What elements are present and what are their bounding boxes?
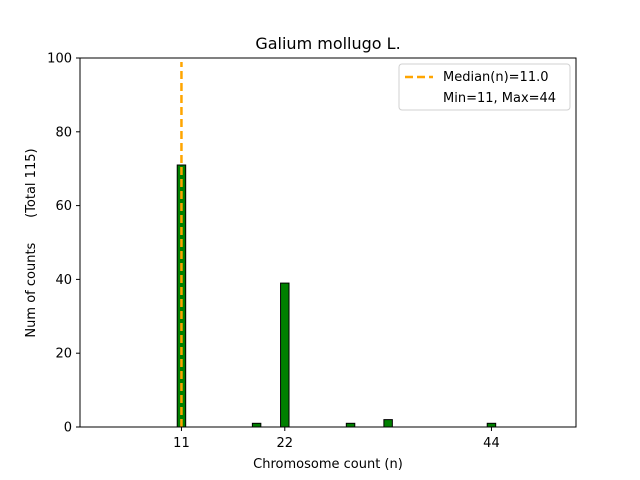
- x-axis-label: Chromosome count (n): [253, 457, 403, 472]
- y-tick-label: 60: [55, 199, 72, 214]
- x-tick-label: 11: [173, 436, 190, 451]
- plot-area: 0 20 40 60 80 100 11 22 44: [47, 52, 577, 451]
- y-tick-label: 40: [55, 273, 72, 288]
- legend-entry: Min=11, Max=44: [443, 91, 556, 106]
- plot-frame: [79, 57, 577, 428]
- x-tick-label: 44: [483, 436, 500, 451]
- bar-19: [251, 422, 262, 428]
- y-tick-label: 0: [64, 421, 72, 436]
- bar-44: [486, 422, 497, 428]
- legend-box: [398, 63, 571, 111]
- legend-entry: Median(n)=11.0: [443, 70, 549, 85]
- bar-33: [383, 419, 393, 428]
- y-axis-label: Num of counts (Total 115): [24, 148, 39, 337]
- y-tick-label: 100: [47, 52, 72, 67]
- y-tick-label: 20: [55, 347, 72, 362]
- legend: Median(n)=11.0 Min=11, Max=44: [398, 63, 571, 111]
- x-tick-label: 22: [277, 436, 294, 451]
- bar-22: [280, 282, 290, 428]
- chart-title: Galium mollugo L.: [255, 34, 400, 53]
- bar-29: [345, 422, 356, 428]
- y-tick-label: 80: [55, 125, 72, 140]
